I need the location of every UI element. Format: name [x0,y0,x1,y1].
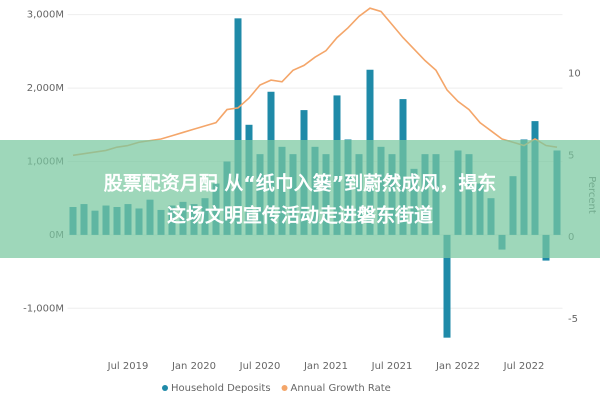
banner-line: 这场文明宣传活动走进磐东街道 [167,204,433,227]
y2-tick-label: 10 [568,69,581,80]
y-tick-label: 2,000M [27,83,64,94]
legend-marker [162,385,168,391]
x-tick-label: Jul 2019 [107,361,149,372]
x-tick-label: Jan 2020 [171,361,216,372]
y-tick-label: -1,000M [23,303,64,314]
x-tick-label: Jan 2021 [303,361,348,372]
x-tick-label: Jul 2020 [239,361,281,372]
y-tick-label: 3,000M [27,10,64,21]
legend-marker [281,385,288,391]
x-tick-label: Jul 2021 [371,361,413,372]
banner [0,140,600,258]
legend-label: Annual Growth Rate [291,383,391,394]
legend-label: Household Deposits [171,383,271,394]
y2-tick-label: -5 [568,314,578,325]
bar [443,234,451,338]
line [72,7,558,157]
x-tick-label: Jan 2022 [435,361,480,372]
bar [234,18,242,235]
x-tick-label: Jul 2022 [503,361,545,372]
banner-line: 股票配资月配 从“纸巾入篓”到蔚然成风，揭东 [104,172,497,195]
